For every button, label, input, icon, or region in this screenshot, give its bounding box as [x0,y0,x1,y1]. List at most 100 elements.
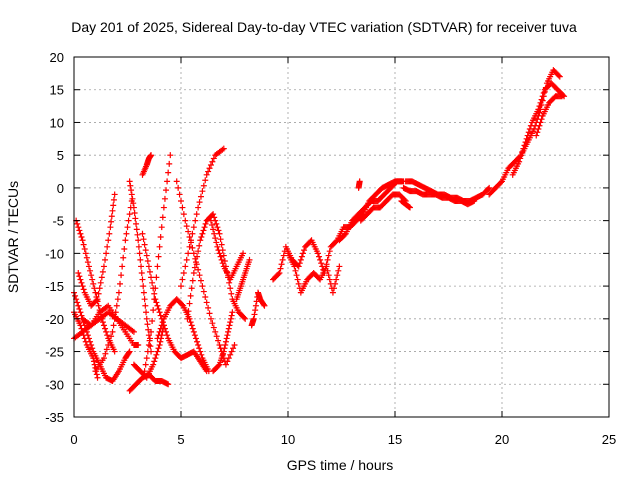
data-point-plus [137,256,144,263]
data-point-plus [250,315,257,322]
data-point-plus [140,283,147,290]
data-point-plus [222,338,229,345]
data-point-plus [535,106,542,113]
data-point-plus [202,294,209,300]
data-point-plus [334,272,341,279]
data-point-plus [143,252,150,259]
data-point-plus [214,243,221,250]
data-point-plus [225,328,232,335]
data-point-plus [222,342,229,348]
data-point-plus [87,267,94,274]
series-arc-20 [233,256,253,303]
data-point-plus [471,198,478,204]
data-point-plus [166,160,173,167]
data-point-plus [186,243,193,250]
data-point-plus [173,178,180,185]
series-arc-16 [178,145,227,290]
data-point-plus [105,237,112,244]
data-point-plus [336,263,343,270]
x-tick-label: 10 [281,432,295,447]
data-point-plus [240,250,247,257]
data-point-plus [324,267,331,274]
data-point-plus [227,319,234,326]
data-point-plus [197,348,204,355]
data-point-plus [127,182,134,189]
data-point-plus [210,226,217,233]
data-point-plus [406,204,413,211]
y-tick-label: -20 [45,312,64,327]
data-point-plus [110,196,117,203]
data-point-plus [78,312,85,319]
data-point-plus [203,299,210,306]
data-point-plus [537,119,544,126]
data-point-plus [202,177,209,184]
data-point-plus [120,254,127,261]
data-point-plus [142,247,149,254]
data-point-plus [150,285,157,292]
data-point-plus [155,306,162,312]
data-point-plus [135,237,142,244]
data-point-plus [294,276,301,283]
data-point-plus [150,361,157,368]
data-point-plus [132,215,139,222]
data-point-plus [318,260,325,267]
data-point-plus [111,191,118,198]
data-point-plus [126,348,133,355]
y-tick-label: -25 [45,345,64,360]
data-point-plus [179,204,186,211]
data-point-plus [229,309,236,316]
data-point-plus [140,236,147,243]
data-point-plus [99,319,106,326]
data-point-plus [332,280,339,287]
data-point-plus [110,322,117,329]
data-point-plus [241,314,248,321]
data-point-plus [192,335,199,342]
y-tick-label: -30 [45,377,64,392]
data-point-plus [90,355,97,362]
y-tick-label: 5 [57,148,64,163]
data-point-plus [130,328,137,335]
data-point-plus [106,230,113,237]
data-point-plus [95,290,102,297]
data-point-plus [196,199,203,206]
data-point-plus [226,322,233,329]
data-point-plus [179,301,186,308]
data-point-plus [314,250,321,257]
data-point-plus [78,279,85,286]
series-arc-8 [126,178,155,355]
data-point-plus [485,186,492,192]
data-point-plus [94,374,101,381]
data-point-plus [252,307,259,314]
data-point-plus [186,234,193,240]
data-point-plus [186,300,193,307]
data-point-plus [538,96,545,103]
data-point-plus [184,315,191,322]
data-point-plus [145,332,152,339]
data-point-plus [95,302,102,309]
data-point-plus [163,328,170,335]
data-point-plus [89,345,96,352]
data-point-plus [275,271,282,278]
series-arc-32 [533,93,565,139]
data-point-plus [157,338,164,345]
data-point-plus [154,302,161,309]
data-point-plus [79,283,86,290]
series-arc-29 [398,198,413,211]
data-point-plus [535,126,542,132]
data-point-plus [164,178,171,185]
data-point-plus [148,274,155,281]
data-point-plus [537,99,544,106]
series-arc-28 [400,184,478,208]
data-point-plus [335,267,342,274]
data-point-plus [223,335,230,342]
x-tick-label: 5 [177,432,184,447]
data-point-plus [83,254,90,261]
data-point-plus [207,162,214,168]
data-point-plus [108,213,115,220]
data-point-plus [517,155,524,162]
data-point-plus [80,241,87,248]
data-point-plus [84,259,91,266]
data-point-plus [221,345,228,352]
data-point-plus [91,285,98,292]
data-point-plus [126,211,133,218]
